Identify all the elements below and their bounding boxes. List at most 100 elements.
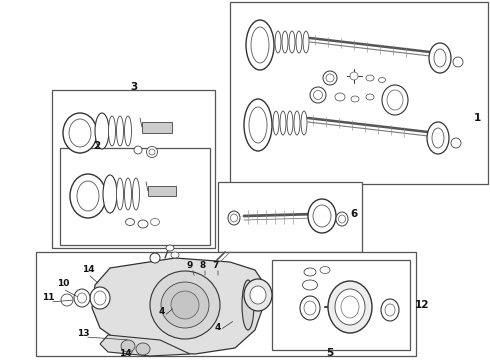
Ellipse shape — [381, 299, 399, 321]
Ellipse shape — [147, 147, 157, 158]
Bar — [272, 260, 410, 350]
Ellipse shape — [61, 294, 73, 306]
Ellipse shape — [150, 271, 220, 339]
Text: 5: 5 — [326, 348, 334, 358]
Ellipse shape — [69, 119, 91, 147]
Ellipse shape — [242, 280, 254, 330]
Ellipse shape — [251, 27, 269, 63]
Ellipse shape — [300, 296, 320, 320]
Text: 4: 4 — [215, 324, 221, 333]
Ellipse shape — [149, 149, 155, 155]
Ellipse shape — [108, 116, 116, 146]
Ellipse shape — [339, 215, 345, 223]
Text: 3: 3 — [130, 82, 138, 92]
Ellipse shape — [434, 49, 446, 67]
Ellipse shape — [378, 77, 386, 82]
Ellipse shape — [387, 90, 403, 110]
Bar — [142, 122, 172, 133]
Ellipse shape — [166, 245, 174, 251]
Text: 13: 13 — [77, 329, 89, 338]
Bar — [60, 148, 210, 245]
Ellipse shape — [453, 57, 463, 67]
Text: 2: 2 — [94, 141, 100, 151]
Ellipse shape — [429, 43, 451, 73]
Ellipse shape — [117, 178, 123, 210]
Ellipse shape — [335, 93, 345, 101]
Text: 1: 1 — [473, 113, 481, 123]
Ellipse shape — [287, 111, 293, 135]
Ellipse shape — [385, 304, 395, 316]
Ellipse shape — [314, 90, 322, 99]
Ellipse shape — [150, 219, 160, 225]
Ellipse shape — [161, 282, 209, 328]
Ellipse shape — [451, 138, 461, 148]
Ellipse shape — [150, 253, 160, 263]
Ellipse shape — [302, 280, 318, 290]
Ellipse shape — [313, 205, 331, 227]
Ellipse shape — [323, 71, 337, 85]
Text: 14: 14 — [82, 266, 94, 274]
Ellipse shape — [280, 111, 286, 135]
Text: 9: 9 — [187, 261, 193, 270]
Bar — [148, 186, 176, 196]
Ellipse shape — [336, 212, 348, 226]
Ellipse shape — [382, 85, 408, 115]
Ellipse shape — [289, 31, 295, 53]
Text: 4: 4 — [159, 307, 165, 316]
Ellipse shape — [304, 268, 316, 276]
Ellipse shape — [326, 74, 334, 82]
Ellipse shape — [301, 111, 307, 135]
Ellipse shape — [124, 116, 131, 146]
Ellipse shape — [94, 291, 106, 305]
Ellipse shape — [350, 72, 358, 80]
Ellipse shape — [244, 99, 272, 151]
Ellipse shape — [125, 219, 134, 225]
Ellipse shape — [138, 220, 148, 228]
Ellipse shape — [117, 116, 123, 146]
Ellipse shape — [136, 343, 150, 355]
Bar — [36, 252, 416, 356]
Ellipse shape — [90, 287, 110, 309]
Ellipse shape — [427, 122, 449, 154]
Ellipse shape — [308, 199, 336, 233]
Ellipse shape — [124, 178, 131, 210]
Ellipse shape — [70, 174, 106, 218]
Text: 8: 8 — [200, 261, 206, 270]
Ellipse shape — [282, 31, 288, 53]
Ellipse shape — [341, 296, 359, 318]
Bar — [218, 182, 362, 252]
Polygon shape — [100, 335, 190, 356]
Ellipse shape — [74, 289, 90, 307]
Bar — [230, 2, 488, 184]
Ellipse shape — [303, 31, 309, 53]
Ellipse shape — [244, 279, 272, 311]
Ellipse shape — [132, 178, 140, 210]
Ellipse shape — [294, 111, 300, 135]
Ellipse shape — [335, 289, 365, 325]
Text: 7: 7 — [213, 261, 219, 270]
Bar — [52, 90, 215, 248]
Ellipse shape — [134, 146, 142, 154]
Ellipse shape — [103, 175, 117, 213]
Ellipse shape — [304, 301, 316, 315]
Ellipse shape — [366, 75, 374, 81]
Ellipse shape — [320, 266, 330, 274]
Ellipse shape — [432, 128, 444, 148]
Ellipse shape — [230, 214, 238, 222]
Ellipse shape — [63, 113, 97, 153]
Text: 14: 14 — [119, 348, 131, 357]
Ellipse shape — [250, 286, 266, 304]
Ellipse shape — [171, 252, 179, 258]
Polygon shape — [92, 258, 265, 354]
Ellipse shape — [121, 340, 135, 352]
Ellipse shape — [246, 20, 274, 70]
Text: 11: 11 — [42, 292, 54, 302]
Ellipse shape — [275, 31, 281, 53]
Text: 12: 12 — [415, 300, 429, 310]
Ellipse shape — [366, 94, 374, 100]
Text: 10: 10 — [57, 279, 69, 288]
Ellipse shape — [310, 87, 326, 103]
Ellipse shape — [95, 113, 109, 149]
Ellipse shape — [351, 96, 359, 102]
Ellipse shape — [228, 211, 240, 225]
